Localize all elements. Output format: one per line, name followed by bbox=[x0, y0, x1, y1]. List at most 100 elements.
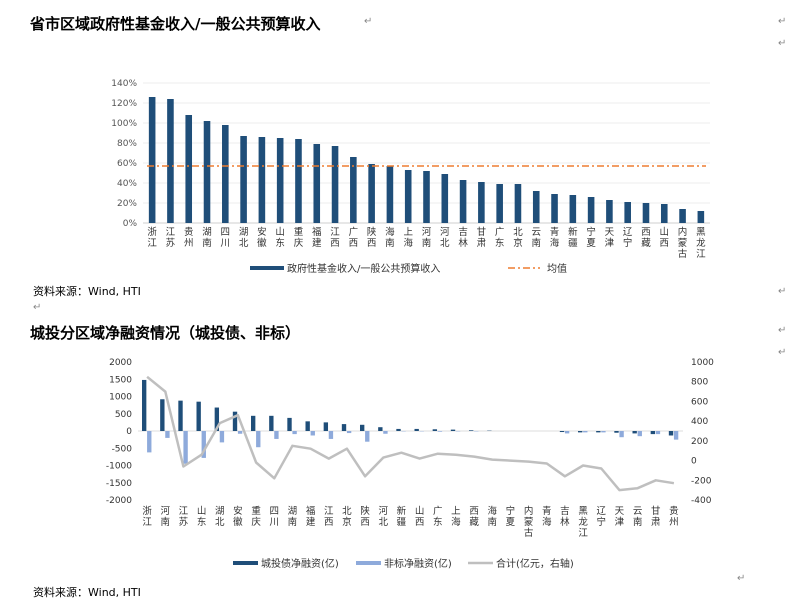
chart2-nonstandard-bar bbox=[564, 431, 570, 434]
chart2-nonstandard-bar bbox=[310, 431, 315, 436]
chart2-nonstandard-bar bbox=[147, 431, 152, 453]
chart1-x-tick: 新 bbox=[568, 226, 578, 238]
chart1-bar bbox=[679, 209, 686, 223]
chart1-x-tick: 山 bbox=[660, 227, 670, 238]
chart2-nonstandard-bar bbox=[256, 431, 261, 448]
chart2-nonstandard-bar bbox=[219, 431, 225, 443]
chart2-bond-bar bbox=[178, 400, 183, 431]
chart1-bar bbox=[313, 144, 321, 223]
chart2-nonstandard-bar bbox=[346, 431, 352, 434]
chart1-x-tick: 内 bbox=[678, 226, 688, 238]
paragraph-mark-icon: ↵ bbox=[737, 573, 746, 584]
chart2-bond-bar bbox=[632, 431, 637, 434]
chart1-x-tick: 南 bbox=[531, 237, 541, 249]
chart2-x-tick: 江 bbox=[179, 506, 189, 517]
chart1-x-tick: 川 bbox=[221, 238, 231, 249]
chart1-x-tick: 河 bbox=[422, 226, 432, 238]
chart1-x-tick: 贵 bbox=[184, 226, 194, 238]
chart1-bar bbox=[386, 166, 394, 223]
chart2-x-tick: 新 bbox=[397, 505, 407, 517]
chart2-x-tick: 龙 bbox=[578, 516, 588, 528]
chart2-x-tick: 庆 bbox=[251, 516, 261, 528]
chart1-legend-average-label: 均值 bbox=[547, 262, 567, 275]
chart1-bar bbox=[222, 125, 229, 223]
chart2-legend-total-label: 合计(亿元，右轴) bbox=[496, 557, 574, 570]
chart1-x-tick: 北 bbox=[239, 238, 249, 249]
chart1-bar bbox=[185, 115, 193, 223]
chart1-bar bbox=[167, 99, 174, 223]
chart1-x-tick: 苏 bbox=[166, 237, 176, 249]
chart2-x-tick: 蒙 bbox=[524, 516, 534, 528]
chart2-nonstandard-bar bbox=[183, 431, 188, 464]
chart1-x-tick: 北 bbox=[513, 227, 523, 238]
chart2-bond-bar bbox=[323, 422, 329, 431]
chart1-x-tick: 西 bbox=[349, 238, 359, 249]
chart2-bond-bar bbox=[614, 431, 619, 433]
chart2-x-tick: 古 bbox=[524, 527, 534, 539]
chart1-x-tick: 云 bbox=[531, 227, 541, 238]
chart2-y-right-tick: 1000 bbox=[691, 358, 714, 368]
chart1-bar bbox=[532, 191, 540, 223]
chart1-x-tick: 古 bbox=[678, 248, 688, 260]
chart2-x-tick: 重 bbox=[251, 505, 261, 517]
chart2-x-tick: 吉 bbox=[560, 506, 570, 517]
chart2-x-tick: 津 bbox=[615, 517, 625, 528]
chart1-bar bbox=[331, 146, 339, 223]
chart2-x-tick: 江 bbox=[324, 506, 334, 517]
chart1-x-tick: 江 bbox=[166, 227, 176, 238]
chart2-bond-bar bbox=[305, 421, 310, 431]
chart2-y-right-tick: 200 bbox=[691, 437, 708, 447]
chart1-y-tick: 60% bbox=[117, 159, 137, 169]
chart2-x-tick: 川 bbox=[269, 517, 279, 528]
chart1-x-tick: 江 bbox=[696, 249, 706, 260]
chart1-x-tick: 四 bbox=[221, 227, 231, 238]
chart1-x-tick: 徽 bbox=[257, 237, 267, 249]
chart2-bond-bar bbox=[450, 429, 456, 431]
chart2-x-tick: 海 bbox=[542, 516, 552, 528]
chart2-x-tick: 河 bbox=[160, 505, 170, 517]
chart2-y-left-tick: -1000 bbox=[106, 462, 132, 472]
chart1-x-tick: 东 bbox=[275, 237, 285, 249]
chart1-x-tick: 京 bbox=[513, 237, 523, 249]
chart1-x-tick: 藏 bbox=[641, 237, 651, 249]
chart1-bar bbox=[441, 174, 449, 223]
chart1-bar bbox=[624, 202, 631, 223]
chart1-x-tick: 南 bbox=[422, 237, 432, 249]
chart1-x-tick: 西 bbox=[660, 238, 670, 249]
chart1-x-tick: 夏 bbox=[586, 238, 596, 249]
chart1-x-tick: 天 bbox=[605, 227, 615, 238]
chart1-y-tick: 140% bbox=[111, 79, 137, 89]
chart2-x-tick: 上 bbox=[451, 506, 461, 517]
chart2-x-tick: 东 bbox=[433, 516, 443, 528]
chart1-x-tick: 龙 bbox=[696, 237, 706, 249]
chart2-bond-bar bbox=[378, 427, 383, 431]
chart1-x-tick: 林 bbox=[458, 237, 468, 249]
chart2-x-tick: 疆 bbox=[397, 517, 407, 528]
chart1-y-tick: 40% bbox=[117, 179, 137, 189]
chart2-x-tick: 海 bbox=[487, 505, 497, 517]
chart2-x-tick: 山 bbox=[197, 506, 207, 517]
chart2-bond-bar bbox=[468, 430, 474, 431]
chart2-nonstandard-bar bbox=[274, 431, 279, 439]
chart2-x-tick: 内 bbox=[524, 505, 534, 517]
chart2-x-tick: 广 bbox=[433, 505, 443, 517]
chart2-x-tick: 陕 bbox=[360, 505, 370, 517]
chart2-y-left-tick: 1500 bbox=[109, 375, 132, 385]
chart2-y-left-tick: 500 bbox=[115, 410, 132, 420]
chart1-x-tick: 广 bbox=[495, 226, 505, 238]
chart2-x-tick: 浙 bbox=[142, 505, 152, 517]
chart1-x-tick: 陕 bbox=[367, 226, 377, 238]
chart1-x-tick: 安 bbox=[257, 226, 267, 238]
chart2-nonstandard-bar bbox=[437, 431, 443, 432]
chart1-y-tick: 120% bbox=[111, 99, 137, 109]
chart2-x-tick: 东 bbox=[197, 516, 207, 528]
paragraph-mark-icon: ↵ bbox=[778, 16, 787, 27]
chart1-x-tick: 海 bbox=[403, 237, 413, 249]
chart1-x-tick: 西 bbox=[367, 238, 377, 249]
chart2-x-tick: 湖 bbox=[215, 506, 225, 517]
chart2-x-tick: 北 bbox=[215, 517, 225, 528]
chart1-x-tick: 辽 bbox=[623, 226, 633, 238]
chart2-bond-bar bbox=[650, 431, 656, 435]
chart1-x-tick: 广 bbox=[349, 226, 359, 238]
chart2-y-left-tick: 0 bbox=[126, 427, 132, 437]
